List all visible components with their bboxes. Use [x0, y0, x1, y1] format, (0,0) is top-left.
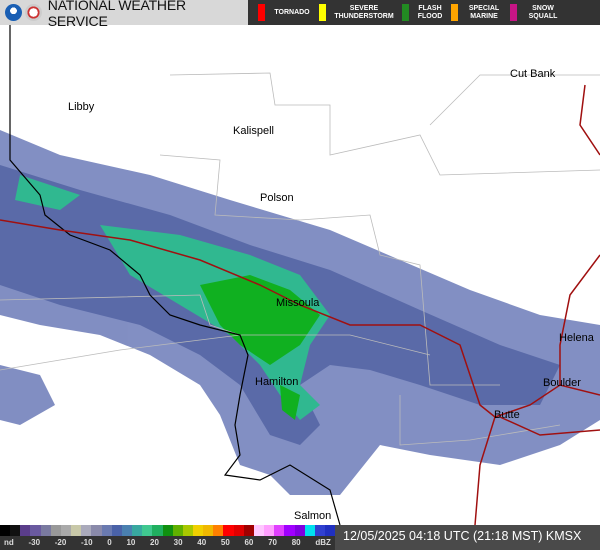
dbz-color-swatch — [10, 525, 21, 536]
dbz-tick-label: -10 — [81, 538, 93, 547]
noaa-logo — [5, 4, 22, 21]
city-label: Missoula — [276, 297, 320, 309]
warning-swatch — [451, 4, 458, 21]
radar-echo-core — [200, 275, 320, 420]
dbz-color-swatch — [121, 525, 133, 536]
city-label: Boulder — [543, 377, 581, 389]
warning-swatch — [319, 4, 326, 21]
dbz-tick-label: 10 — [126, 538, 136, 547]
timestamp: 12/05/2025 04:18 UTC (21:18 MST) KMSX — [335, 525, 600, 550]
warning-label: SEVERE THUNDERSTORM — [334, 4, 394, 20]
dbz-color-swatch — [264, 525, 275, 536]
dbz-color-bar — [0, 525, 336, 536]
city-label: Butte — [494, 409, 520, 421]
site-title: NATIONAL WEATHER SERVICE — [47, 0, 186, 29]
dbz-color-legend: nd -30 -20 -10 0 10 20 30 40 50 60 70 80 dBZ — [0, 525, 336, 550]
warning-label: SPECIAL MARINE — [468, 4, 500, 20]
dbz-color-swatch — [40, 525, 51, 536]
warning-type-2: FLASH FLOOD — [402, 4, 445, 21]
dbz-color-swatch — [91, 525, 102, 536]
dbz-color-swatch — [253, 525, 265, 536]
warning-label: TORNADO — [274, 8, 310, 16]
dbz-color-swatch — [111, 525, 122, 536]
dbz-tick-label: 20 — [150, 538, 159, 547]
state-boundary — [9, 25, 341, 526]
brand: NATIONAL WEATHER SERVICE — [0, 0, 248, 29]
dbz-color-swatch — [284, 525, 295, 536]
dbz-color-swatch — [162, 525, 173, 536]
dbz-color-swatch — [304, 525, 315, 536]
dbz-color-swatch — [223, 525, 234, 536]
city-label: Libby — [68, 101, 95, 113]
interstate-highways — [0, 84, 600, 526]
warning-swatch — [402, 4, 409, 21]
warning-label: FLASH FLOOD — [417, 4, 443, 20]
dbz-tick-label: -20 — [54, 538, 67, 547]
dbz-tick-label: 30 — [173, 538, 183, 547]
city-label: Kalispell — [233, 125, 274, 137]
dbz-color-swatch — [325, 525, 336, 536]
dbz-color-swatch — [0, 525, 11, 536]
city-label: Salmon — [294, 510, 332, 522]
dbz-color-swatch — [213, 525, 224, 536]
dbz-color-swatch — [132, 525, 143, 536]
radar-echo-green — [15, 175, 330, 420]
dbz-tick-label: 80 — [291, 538, 301, 547]
dbz-color-swatch — [152, 525, 163, 536]
city-label: Hamilton — [255, 376, 299, 388]
city-label: Helena — [559, 332, 594, 344]
dbz-tick-label: 40 — [197, 538, 207, 547]
dbz-color-swatch — [50, 525, 61, 536]
dbz-color-swatch — [243, 525, 254, 536]
warning-type-4: SNOW SQUALL — [510, 4, 563, 21]
city-label: Polson — [260, 192, 294, 204]
dbz-ticks: nd -30 -20 -10 0 10 20 30 40 50 60 70 80 dBZ — [0, 536, 335, 547]
warning-type-1: SEVERE THUNDERSTORM — [319, 4, 396, 21]
dbz-color-swatch — [20, 525, 31, 536]
dbz-color-swatch — [81, 525, 92, 536]
warning-type-0: TORNADO — [258, 4, 313, 21]
header: NATIONAL WEATHER SERVICE TORNADO SEVERE T… — [0, 0, 600, 29]
dbz-tick-label: 70 — [268, 538, 277, 547]
dbz-tick-label: nd — [4, 538, 14, 547]
warning-type-3: SPECIAL MARINE — [451, 4, 504, 21]
dbz-color-swatch — [182, 525, 193, 536]
dbz-color-swatch — [71, 525, 82, 536]
dbz-color-swatch — [203, 525, 214, 536]
dbz-color-swatch — [60, 525, 72, 536]
dbz-color-swatch — [294, 525, 305, 536]
warning-label: SNOW SQUALL — [528, 4, 558, 20]
dbz-color-swatch — [142, 525, 153, 536]
dbz-color-swatch — [314, 525, 325, 536]
dbz-color-swatch — [101, 525, 112, 536]
dbz-color-swatch — [172, 525, 183, 536]
dbz-color-swatch — [233, 525, 244, 536]
dbz-tick-label: 50 — [220, 538, 230, 547]
county-boundaries — [0, 72, 600, 446]
radar-map[interactable]: Libby Kalispell Polson Missoula Hamilton Cut … — [0, 25, 600, 526]
radar-layer — [0, 25, 600, 526]
dbz-color-swatch — [274, 525, 285, 536]
warning-swatch — [258, 4, 265, 21]
dbz-color-swatch — [192, 525, 204, 536]
dbz-tick-label: dBZ — [315, 538, 331, 547]
warning-legend: TORNADO SEVERE THUNDERSTORM FLASH FLOOD SPE… — [248, 0, 600, 25]
dbz-tick-label: -30 — [28, 538, 41, 547]
city-label: Cut Bank — [510, 68, 556, 80]
dbz-tick-label: 0 — [107, 538, 112, 547]
dbz-color-swatch — [30, 525, 41, 536]
dbz-tick-label: 60 — [244, 538, 254, 547]
warning-swatch — [510, 4, 517, 21]
nws-logo — [24, 4, 42, 21]
